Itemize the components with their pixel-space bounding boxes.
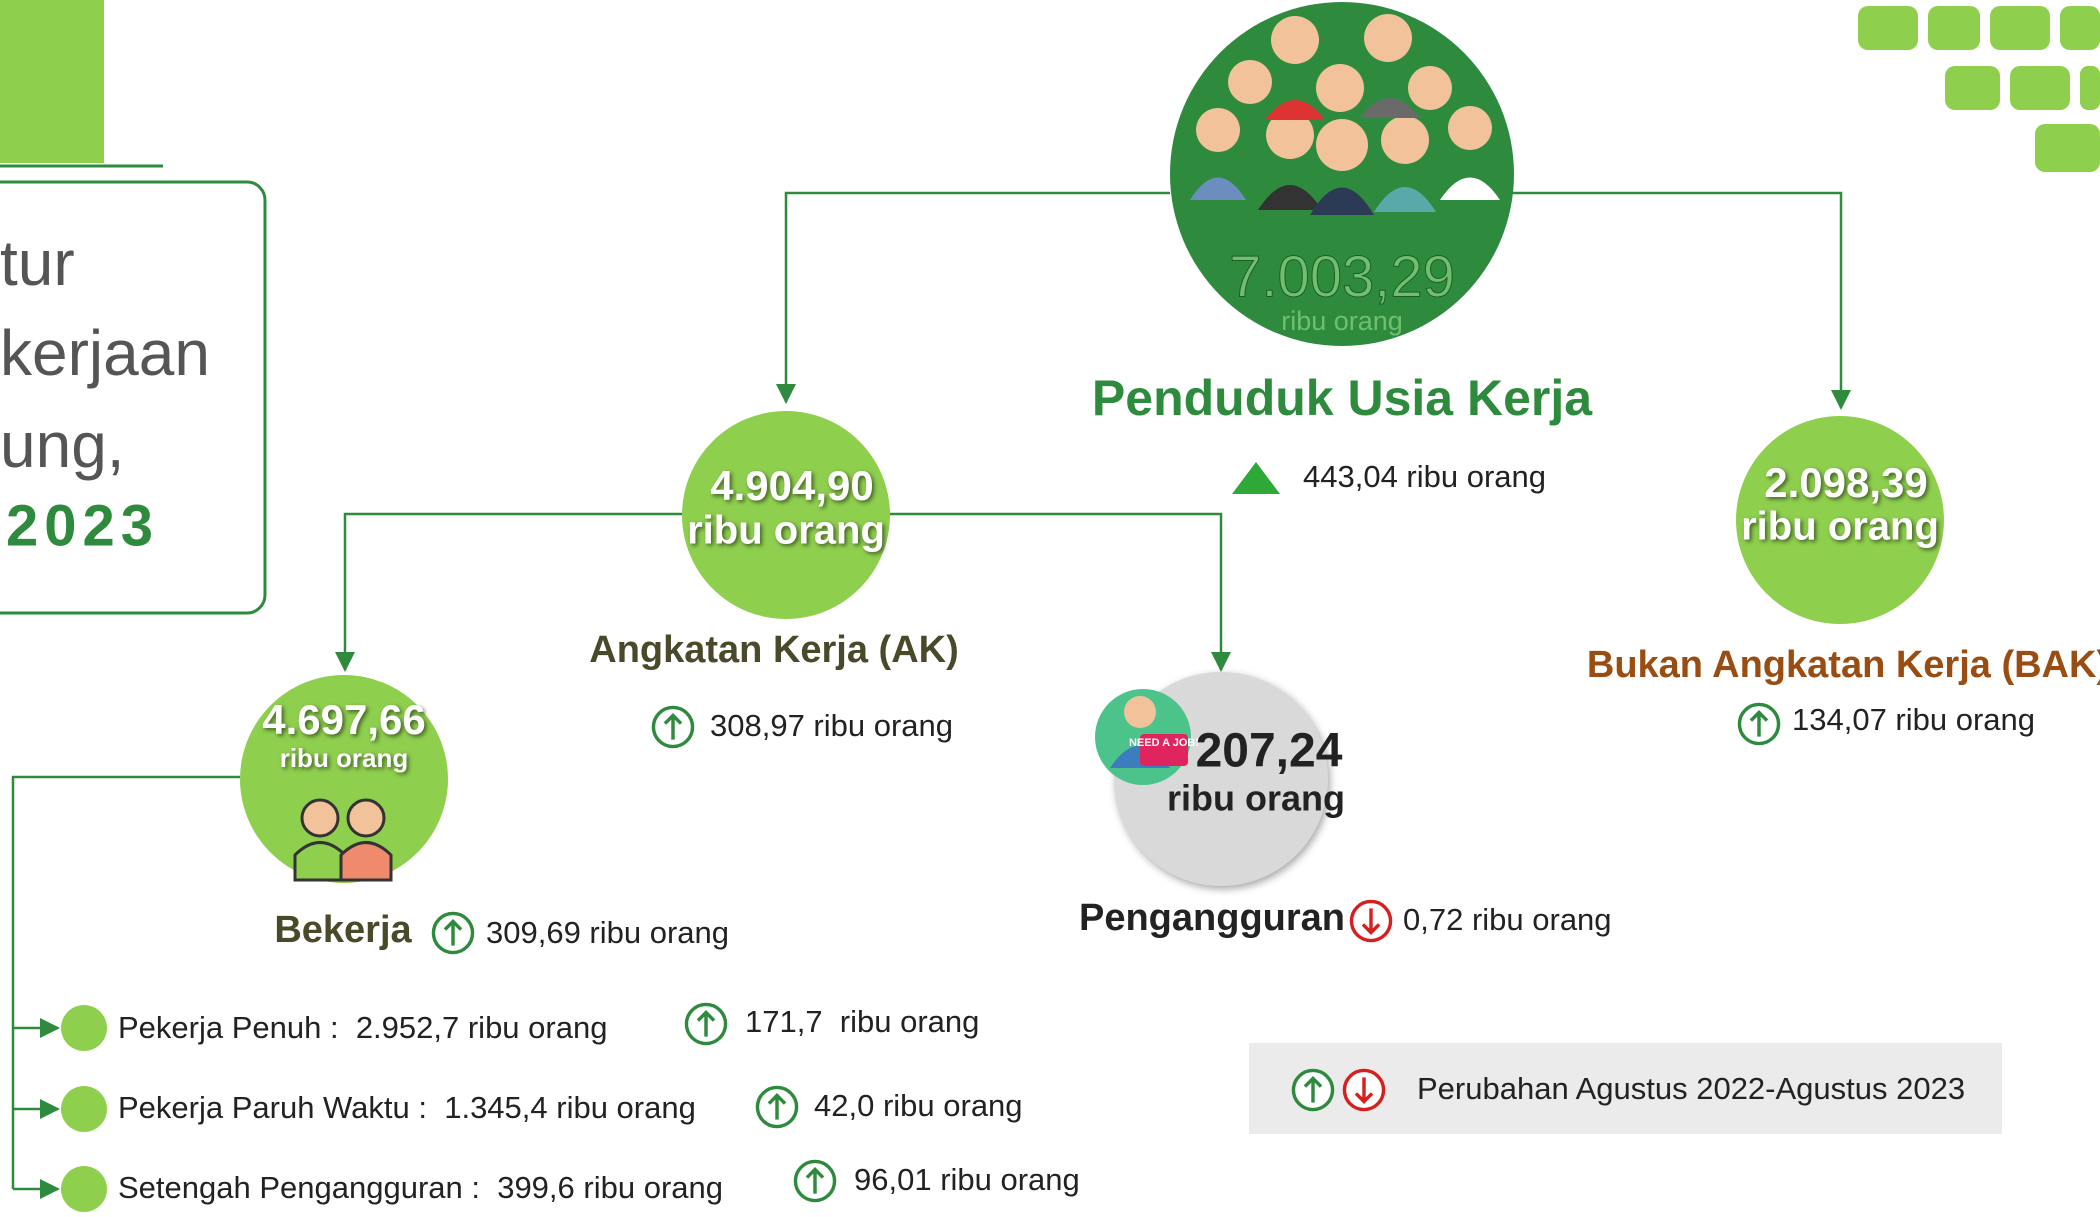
- bullet: [61, 1005, 107, 1051]
- population-label: Penduduk Usia Kerja: [1092, 370, 1593, 426]
- increase-icon: [795, 1161, 834, 1200]
- employed-label: Bekerja: [274, 909, 412, 951]
- not-labor-force-value: 2.098,39: [1764, 459, 1928, 506]
- breakdown-change: 171,7 ribu orang: [745, 1004, 979, 1039]
- employed-unit: ribu orang: [280, 743, 409, 773]
- title-line: tur: [0, 227, 75, 299]
- unemployed-label: Pengangguran: [1079, 897, 1345, 939]
- increase-icon: [433, 913, 472, 952]
- not-labor-force-change: 134,07 ribu orang: [1792, 702, 2035, 737]
- population-value: 7.003,29: [1229, 244, 1455, 309]
- breakdown-label: Pekerja Penuh : 2.952,7 ribu orang: [118, 1010, 607, 1045]
- connector: [13, 777, 240, 1189]
- title-line: ung,: [0, 409, 125, 481]
- breakdown-change: 42,0 ribu orang: [814, 1088, 1023, 1123]
- unemployed-value: 207,24: [1196, 725, 1343, 778]
- not-labor-force-unit: ribu orang: [1741, 505, 1939, 549]
- bullet: [61, 1166, 107, 1212]
- title-line: kerjaan: [0, 317, 210, 389]
- logo: [1858, 6, 2100, 172]
- corner-block: [0, 0, 104, 163]
- employed-change: 309,69 ribu orang: [486, 915, 729, 950]
- breakdown-label: Setengah Pengangguran : 399,6 ribu orang: [118, 1170, 723, 1205]
- breakdown-change: 96,01 ribu orang: [854, 1162, 1080, 1197]
- bullet: [61, 1086, 107, 1132]
- job-badge: NEED A JOB!: [1129, 737, 1199, 749]
- increase-icon: [686, 1004, 725, 1043]
- title-year: 2023: [6, 493, 159, 558]
- decrease-icon: [1344, 1070, 1383, 1109]
- decrease-icon: [1351, 901, 1390, 940]
- not-labor-force-label: Bukan Angkatan Kerja (BAK): [1587, 644, 2100, 686]
- population-unit: ribu orang: [1281, 306, 1403, 336]
- unemployed-unit: ribu orang: [1167, 778, 1345, 819]
- increase-triangle: [1232, 462, 1280, 494]
- breakdown-label: Pekerja Paruh Waktu : 1.345,4 ribu orang: [118, 1090, 696, 1125]
- increase-icon: [1293, 1070, 1332, 1109]
- increase-icon: [1739, 704, 1778, 743]
- labor-force-change: 308,97 ribu orang: [710, 708, 953, 743]
- unemployed-change: 0,72 ribu orang: [1403, 902, 1612, 937]
- labor-force-label: Angkatan Kerja (AK): [589, 629, 959, 671]
- employed-value: 4.697,66: [262, 696, 426, 743]
- infographic: tur kerjaan ung, 2023 7.003,29 ribu oran…: [0, 0, 2100, 1217]
- increase-icon: [653, 707, 692, 746]
- labor-force-unit: ribu orang: [687, 509, 885, 553]
- legend-text: Perubahan Agustus 2022-Agustus 2023: [1417, 1071, 1965, 1106]
- population-change: 443,04 ribu orang: [1303, 459, 1546, 494]
- labor-force-value: 4.904,90: [710, 462, 874, 509]
- increase-icon: [757, 1087, 796, 1126]
